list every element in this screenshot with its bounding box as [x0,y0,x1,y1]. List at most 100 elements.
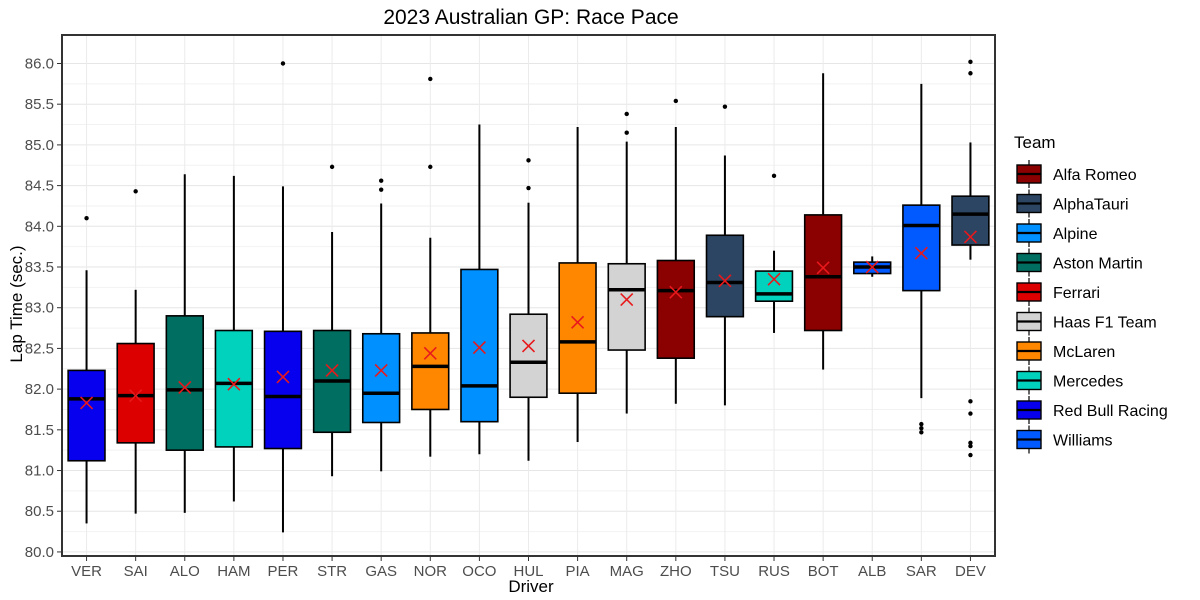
box-gas [361,178,401,472]
mean-marker-stroke [521,339,536,353]
outlier-point [624,111,629,117]
y-tick-label: 85.5 [25,96,54,113]
outlier-point [133,189,138,194]
box-body [902,204,941,292]
box-str [312,164,352,477]
legend-label: Haas F1 Team [1053,315,1157,332]
legend-item: Aston Martin [1016,248,1143,277]
legend-label: Ferrari [1053,285,1100,302]
outlier-point [428,164,433,170]
outlier-point [919,425,924,431]
x-tick-label: SAR [906,563,937,580]
box-sar [902,83,941,435]
outlier-point [771,173,777,179]
legend-label: Aston Martin [1053,256,1143,273]
x-tick-label: TSU [710,563,740,580]
box-body [803,214,843,332]
outlier-point [526,158,531,163]
box-body [361,332,401,424]
box-pia [558,126,597,443]
legend-label: McLaren [1053,344,1115,361]
box-mag [607,111,646,414]
mean-marker-stroke [178,380,192,395]
outlier-point [968,452,973,458]
x-tick-label: ALB [858,563,886,580]
legend-label: Williams [1053,433,1113,450]
mean-marker-stroke [718,274,732,288]
legend-item: Red Bull Racing [1016,396,1168,424]
legend-item: Alpine [1016,219,1098,247]
box-rus [754,173,794,333]
box-body [214,329,254,448]
outlier-point [526,185,531,191]
mean-marker-stroke [325,363,339,377]
x-tick-label: VER [71,563,102,580]
x-tick-label: PIA [566,563,590,580]
box-body [558,262,597,394]
outlier-point [968,411,973,416]
y-tick-label: 84.0 [25,218,54,235]
outlier-point [378,178,384,183]
y-tick-label: 80.5 [25,503,54,520]
outlier-point [968,71,973,76]
legend-item: AlphaTauri [1016,189,1129,218]
box-body [165,315,204,451]
mean-marker-stroke [767,272,781,286]
outlier-point [624,130,629,135]
legend-label: Alfa Romeo [1053,167,1137,184]
mean-marker-stroke [79,396,94,410]
box-ham [214,175,254,502]
x-tick-label: SAI [124,563,148,580]
y-tick-label: 82.5 [25,340,54,357]
y-tick-label: 85.0 [25,137,54,154]
legend-title: Team [1014,133,1056,152]
legend-label: Mercedes [1053,374,1123,391]
box-tsu [705,104,745,406]
x-tick-label: NOR [414,563,448,580]
legend-item: Williams [1016,425,1113,454]
outlier-point [428,76,433,82]
y-tick-label: 80.0 [25,544,54,561]
x-tick-label: HUL [513,563,543,580]
legend-item: Haas F1 Team [1016,307,1157,336]
box-alb [853,256,892,277]
outlier-point [968,399,973,404]
mean-marker-stroke [472,341,486,355]
box-hul [509,158,548,461]
mean-marker-stroke [423,346,437,360]
y-tick-label: 84.5 [25,178,54,195]
box-body [67,369,106,462]
box-body [754,270,794,302]
legend-item: Mercedes [1016,366,1123,395]
x-axis-title: Driver [508,577,554,596]
y-tick-label: 83.0 [25,300,54,317]
box-alo [165,174,204,513]
y-tick-label: 81.5 [25,422,54,439]
mean-marker-stroke [865,260,879,274]
outlier-point [919,430,924,435]
x-tick-label: BOT [808,563,839,580]
mean-marker-stroke [620,293,634,307]
outlier-point [968,440,973,446]
mean-marker-stroke [914,246,928,260]
y-tick-label: 86.0 [25,55,54,72]
legend-label: AlphaTauri [1053,197,1129,214]
legend-label: Alpine [1053,226,1098,243]
box-body [509,313,548,399]
x-tick-label: RUS [758,563,790,580]
outlier-point [968,59,973,65]
y-tick-label: 81.0 [25,463,54,480]
x-tick-label: STR [317,563,347,580]
x-tick-label: MAG [610,563,644,580]
box-body [460,268,499,423]
x-tick-label: HAM [217,563,250,580]
y-tick-label: 83.5 [25,259,54,276]
y-tick-label: 82.0 [25,381,54,398]
y-axis-title: Lap Time (sec.) [7,245,26,362]
box-per [263,61,303,533]
box-bot [803,73,843,370]
box-dev [951,59,990,458]
outlier-point [968,443,973,449]
box-ver [67,215,106,524]
chart-title: 2023 Australian GP: Race Pace [383,6,678,29]
